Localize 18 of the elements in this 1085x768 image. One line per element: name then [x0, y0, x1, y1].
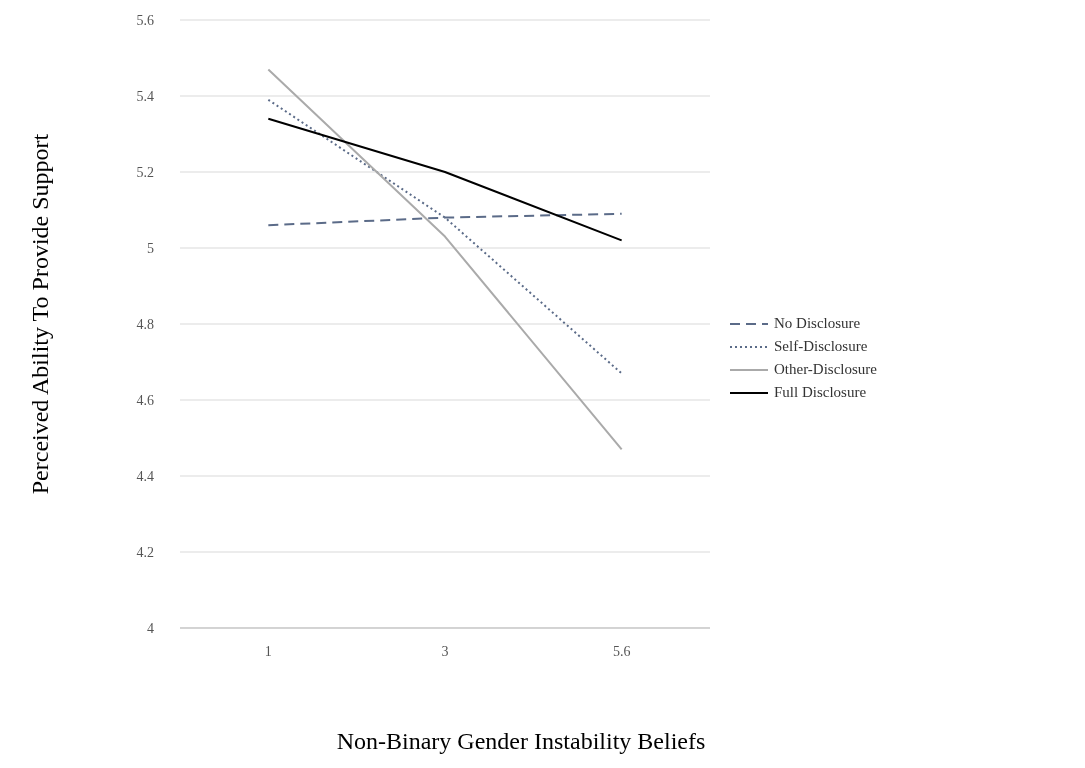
y-tick-label: 4.6	[136, 392, 154, 408]
legend-label: No Disclosure	[773, 315, 861, 332]
x-axis-title: Non-Binary Gender Instability Beliefs	[335, 728, 707, 755]
y-tick-label: 5.6	[136, 12, 154, 28]
y-tick-label: 4.2	[136, 544, 154, 560]
y-tick-label: 5	[147, 240, 154, 256]
legend-label: Self-Disclosure	[773, 338, 868, 355]
y-tick-label: 4.4	[136, 468, 154, 484]
x-tick-label: 1	[264, 643, 272, 659]
y-tick-label: 5.4	[136, 88, 154, 104]
y-tick-label: 4.8	[136, 316, 154, 332]
x-tick-label: 3	[441, 643, 449, 659]
y-tick-label: 5.2	[136, 164, 154, 180]
legend-label: Other-Disclosure	[773, 361, 877, 378]
y-tick-label: 4	[147, 620, 154, 636]
y-axis-title: Perceived Ability To Provide Support	[26, 133, 54, 495]
x-tick-label: 5.6	[612, 643, 631, 659]
legend-label: Full Disclosure	[773, 384, 867, 401]
